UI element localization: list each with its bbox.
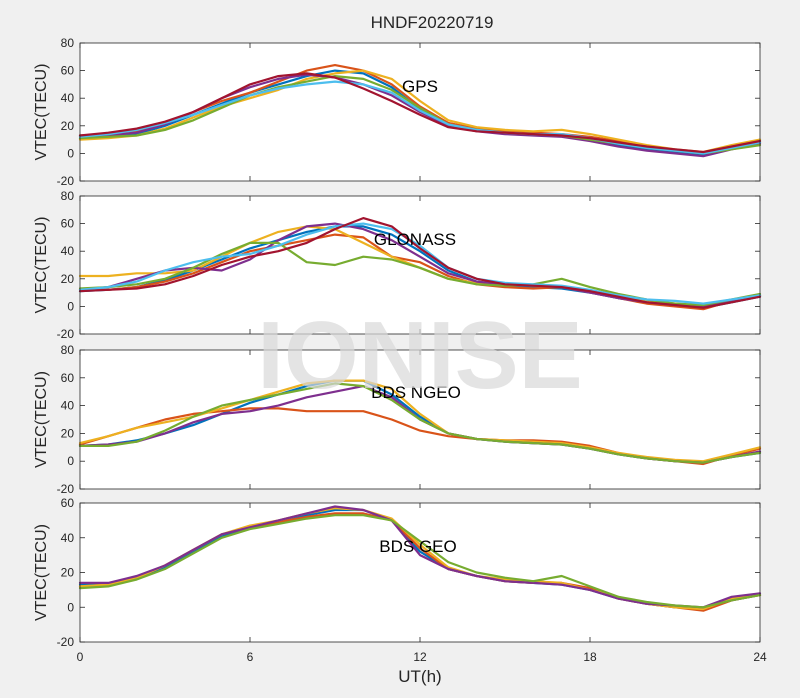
y-tick-label: 40 xyxy=(61,91,75,105)
panel-label: BDS GEO xyxy=(379,537,456,556)
y-tick-label: 20 xyxy=(61,119,75,133)
y-tick-label: 0 xyxy=(67,454,74,468)
x-tick-label: 12 xyxy=(413,650,427,664)
y-tick-label: 80 xyxy=(61,189,75,203)
y-tick-label: 60 xyxy=(61,64,75,78)
y-tick-label: 40 xyxy=(61,531,75,545)
watermark: IONISE xyxy=(257,302,582,409)
x-tick-label: 18 xyxy=(583,650,597,664)
x-tick-label: 0 xyxy=(77,650,84,664)
x-axis-label: UT(h) xyxy=(398,667,441,686)
y-tick-label: -20 xyxy=(57,635,75,649)
series-line-0-5 xyxy=(78,80,762,155)
y-tick-label: 20 xyxy=(61,272,75,286)
y-tick-label: 40 xyxy=(61,399,75,413)
y-tick-label: 0 xyxy=(67,146,74,160)
series-line-3-3 xyxy=(78,505,762,609)
chart-panel-0: -20 0 20 40 60 80 VTEC(TECU) GPS xyxy=(33,36,762,188)
y-tick-label: 60 xyxy=(61,217,75,231)
y-tick-label: 80 xyxy=(61,36,75,50)
panel-label: GPS xyxy=(402,77,438,96)
panel-label: GLONASS xyxy=(374,230,456,249)
y-axis-label: VTEC(TECU) xyxy=(33,64,50,161)
plot-area xyxy=(80,503,760,642)
figure-title: HNDF20220719 xyxy=(371,13,494,32)
series-line-2-4 xyxy=(78,382,762,464)
x-tick-label: 6 xyxy=(247,650,254,664)
series-line-0-2 xyxy=(78,69,762,154)
y-axis-label: VTEC(TECU) xyxy=(33,524,50,621)
plot-area xyxy=(80,196,760,334)
y-tick-label: 80 xyxy=(61,343,75,357)
panel-label: BDS NGEO xyxy=(371,383,461,402)
y-tick-label: -20 xyxy=(57,174,75,188)
y-tick-label: 60 xyxy=(61,371,75,385)
y-tick-label: 0 xyxy=(67,299,74,313)
y-tick-label: 40 xyxy=(61,244,75,258)
y-axis-label: VTEC(TECU) xyxy=(33,371,50,468)
y-tick-label: -20 xyxy=(57,327,75,341)
y-tick-label: 20 xyxy=(61,566,75,580)
y-tick-label: -20 xyxy=(57,482,75,496)
x-tick-label: 24 xyxy=(753,650,767,664)
series-line-3-4 xyxy=(78,514,762,609)
series-line-1-6 xyxy=(78,217,762,309)
series-line-0-6 xyxy=(78,72,762,154)
y-tick-label: 60 xyxy=(61,496,75,510)
chart-panel-2: -20 0 20 40 60 80 VTEC(TECU) BDS NGEO xyxy=(33,343,762,496)
series-line-1-1 xyxy=(78,233,762,311)
series-line-1-5 xyxy=(78,222,762,305)
chart-panel-1: -20 0 20 40 60 80 VTEC(TECU) GLONASS xyxy=(33,189,762,341)
y-tick-label: 20 xyxy=(61,426,75,440)
y-tick-label: 0 xyxy=(67,600,74,614)
y-axis-label: VTEC(TECU) xyxy=(33,217,50,314)
